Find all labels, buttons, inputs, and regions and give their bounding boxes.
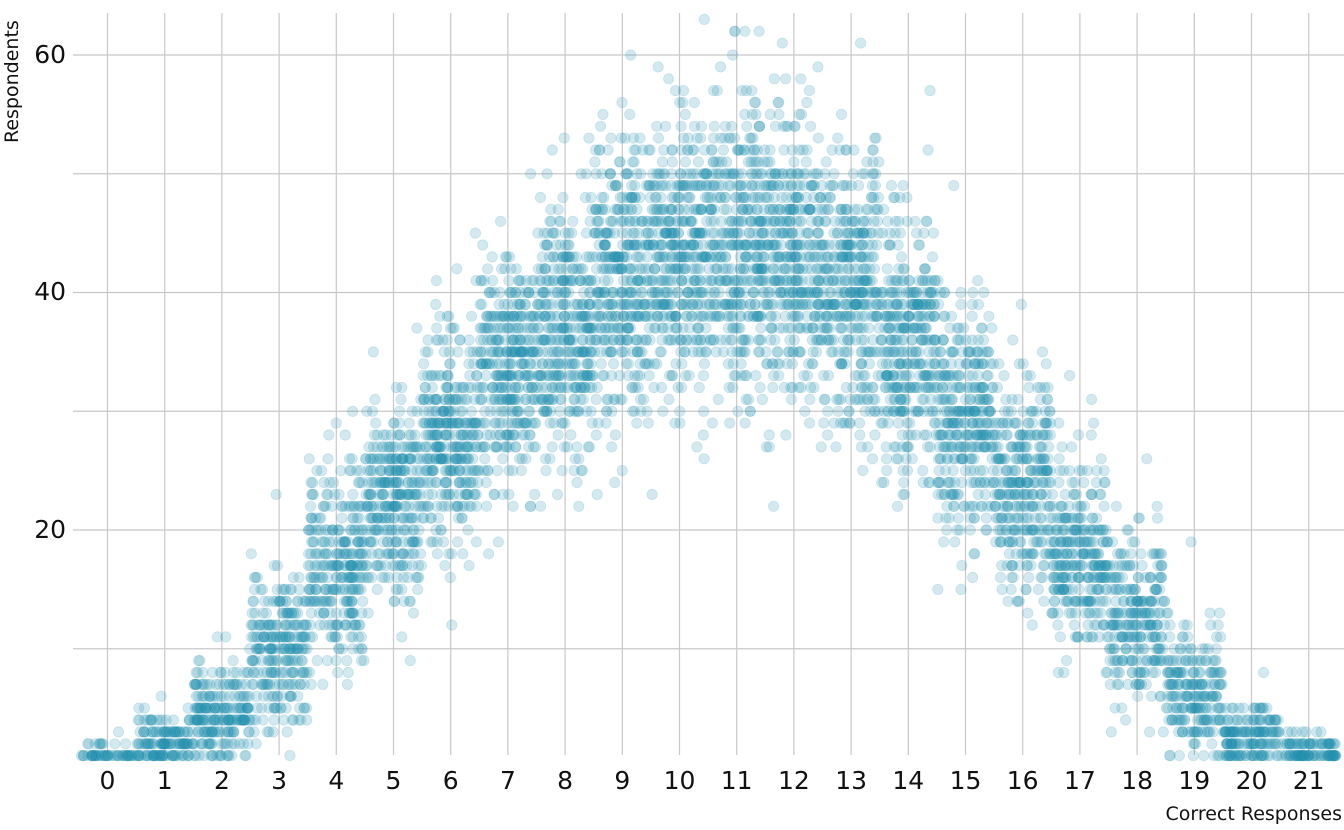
x-tick-label: 2 xyxy=(213,766,230,795)
x-tick-label: 15 xyxy=(949,766,982,795)
x-tick-label: 11 xyxy=(720,766,753,795)
x-tick-label: 14 xyxy=(892,766,925,795)
x-tick-label: 8 xyxy=(557,766,574,795)
x-tick-label: 17 xyxy=(1063,766,1096,795)
x-tick-label: 13 xyxy=(835,766,867,795)
x-tick-label: 5 xyxy=(385,766,402,795)
x-tick-label: 3 xyxy=(271,766,288,795)
x-axis-label: Correct Responses xyxy=(1165,803,1342,825)
data-points xyxy=(75,13,1342,762)
x-tick-label: 6 xyxy=(442,766,459,795)
x-tick-label: 16 xyxy=(1006,766,1039,795)
y-tick-label: 40 xyxy=(34,277,66,306)
y-tick-label: 60 xyxy=(34,40,66,69)
x-tick-label: 12 xyxy=(777,766,810,795)
x-tick-label: 1 xyxy=(156,766,173,795)
y-tick-label: 20 xyxy=(34,515,66,544)
x-tick-label: 19 xyxy=(1178,766,1211,795)
x-tick-label: 9 xyxy=(614,766,631,795)
x-tick-label: 20 xyxy=(1235,766,1268,795)
x-tick-label: 7 xyxy=(499,766,516,795)
x-tick-label: 10 xyxy=(663,766,696,795)
x-tick-label: 4 xyxy=(328,766,345,795)
grid-lines xyxy=(73,13,1344,755)
x-tick-label: 21 xyxy=(1292,766,1325,795)
x-tick-label: 18 xyxy=(1121,766,1153,795)
x-tick-label: 0 xyxy=(99,766,116,795)
